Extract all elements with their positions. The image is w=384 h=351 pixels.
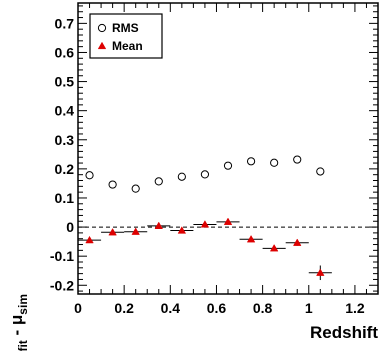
- mean-point: [246, 234, 256, 243]
- x-tick-label: 0.2: [114, 300, 134, 316]
- x-tick-label: 0.4: [161, 300, 181, 316]
- mean-point: [85, 235, 94, 244]
- legend: RMS Mean: [89, 13, 163, 59]
- rms-point: [246, 157, 256, 166]
- mean-point: [269, 244, 279, 252]
- x-tick-label: 0.8: [253, 300, 273, 316]
- rms-point: [223, 161, 233, 170]
- rms-point: [108, 180, 117, 189]
- y-tick-label: 0: [66, 219, 74, 235]
- y-tick-label: 0.2: [55, 161, 75, 177]
- mean-point: [154, 221, 164, 230]
- rms-point: [131, 184, 140, 193]
- axis-ticks: 0 0.2 0.4 0.6 0.8 1 1.2 -0.2 -0.1 0 0.1 0.2 0.3 0.4 0.…: [50, 3, 379, 316]
- y-axis-title-part: - μ: [7, 315, 26, 341]
- legend-mean-marker: [97, 41, 107, 50]
- x-tick-label: 1.2: [345, 300, 365, 316]
- mean-point: [316, 268, 325, 276]
- legend-box: [89, 13, 163, 59]
- legend-rms-label: RMS: [112, 21, 139, 35]
- mean-point: [223, 217, 233, 225]
- mean-point: [200, 220, 210, 228]
- rms-point: [177, 172, 186, 181]
- legend-mean-label: Mean: [112, 39, 143, 53]
- rms-point: [154, 177, 163, 186]
- x-axis-title: Redshift: [310, 323, 378, 342]
- y-tick-label: 0.3: [55, 132, 75, 148]
- x-tick-label: 0: [74, 300, 82, 316]
- mean-point: [177, 226, 187, 234]
- rms-point: [316, 167, 325, 176]
- y-tick-label: 0.4: [55, 103, 75, 119]
- y-tick-label: -0.1: [50, 248, 74, 264]
- mean-point: [131, 227, 140, 235]
- rms-point: [200, 170, 210, 179]
- y-tick-label: 0.6: [55, 44, 75, 60]
- y-axis-title-subscript: fit: [16, 340, 30, 351]
- rms-point: [85, 171, 94, 180]
- y-axis-title: μfit - μsim: [7, 294, 30, 351]
- y-tick-label: 0.5: [55, 74, 75, 90]
- rms-point: [293, 155, 302, 164]
- legend-rms-marker: [97, 23, 107, 33]
- x-tick-label: 1: [305, 300, 313, 316]
- x-tick-label: 0.6: [207, 300, 227, 316]
- y-tick-label: 0.7: [55, 15, 75, 31]
- plot-layer: [78, 155, 378, 281]
- mean-point: [292, 238, 302, 246]
- y-tick-label: -0.2: [50, 277, 74, 293]
- y-tick-label: 0.1: [55, 190, 75, 206]
- y-axis-title-subscript: sim: [16, 294, 30, 315]
- rms-point: [270, 158, 279, 167]
- mean-point: [108, 228, 117, 236]
